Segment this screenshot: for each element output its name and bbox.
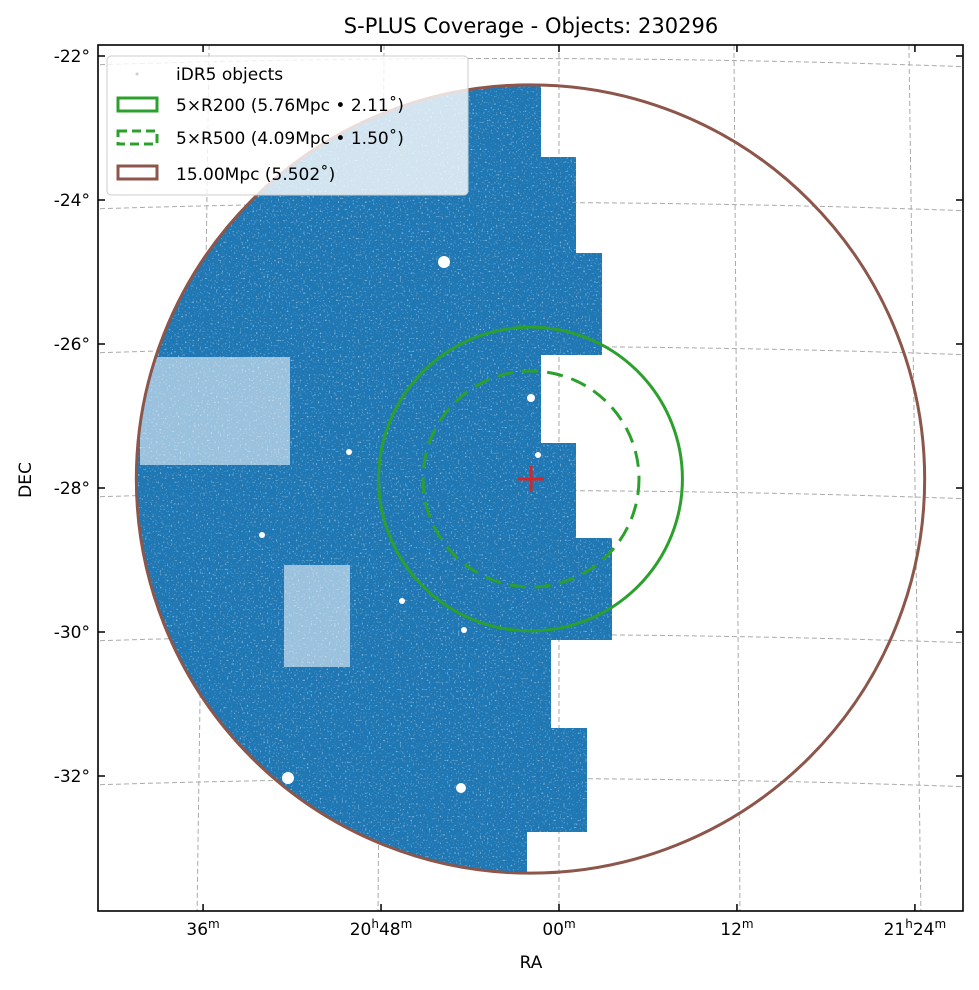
legend-15mpc-swatch xyxy=(116,164,159,181)
circle-1500mpc xyxy=(134,83,927,875)
legend-r500-swatch xyxy=(116,129,159,146)
legend-box xyxy=(106,55,469,196)
y-tick-label: -22° xyxy=(54,47,90,67)
bright-source-hole xyxy=(456,783,466,793)
radius-circles xyxy=(134,83,927,875)
y-tick-label: -28° xyxy=(54,479,90,499)
low-density-patch xyxy=(284,565,350,667)
x-tick-label: 12m xyxy=(720,917,753,940)
bright-source-hole xyxy=(438,256,450,268)
legend-r500-label: 5×R500 (4.09Mpc • 1.50˚) xyxy=(176,128,404,149)
x-tick-label: 21h24m xyxy=(884,917,947,940)
bright-source-hole xyxy=(282,772,294,784)
legend-r200-swatch xyxy=(116,96,159,113)
bright-source-hole xyxy=(527,394,535,402)
legend-objects-label: iDR5 objects xyxy=(176,65,283,85)
circle-5r200 xyxy=(377,325,684,633)
y-axis-label: DEC xyxy=(16,462,36,498)
y-tick-label: -24° xyxy=(54,191,90,211)
circle-5r500 xyxy=(421,369,641,589)
low-density-patch xyxy=(140,357,290,465)
chart-title: S-PLUS Coverage - Objects: 230296 xyxy=(344,14,718,38)
x-axis-label: RA xyxy=(520,953,543,973)
legend-r200-label: 5×R200 (5.76Mpc • 2.11˚) xyxy=(176,95,404,116)
x-tick-label: 36m xyxy=(186,917,219,940)
dec-grid-line xyxy=(98,777,963,788)
legend-15mpc-label: 15.00Mpc (5.502˚) xyxy=(176,164,335,185)
x-tick-label: 20h48m xyxy=(350,917,413,940)
bright-source-hole xyxy=(399,598,405,604)
x-tick-label: 00m xyxy=(542,917,575,940)
ra-grid-line xyxy=(908,45,922,911)
legend-objects-marker xyxy=(135,72,139,76)
y-tick-label: -26° xyxy=(54,335,90,355)
bright-source-hole xyxy=(535,452,541,458)
plot-frame xyxy=(97,44,964,912)
y-tick-label: -30° xyxy=(54,623,90,643)
bright-source-hole xyxy=(259,532,265,538)
legend: iDR5 objects 5×R200 (5.76Mpc • 2.11˚) 5×… xyxy=(106,55,469,196)
cluster-center-marker xyxy=(518,466,544,492)
bright-source-hole xyxy=(461,627,467,633)
objects-scatter-texture xyxy=(136,84,612,874)
bright-source-hole xyxy=(346,449,352,455)
dec-grid-line xyxy=(98,201,963,212)
object-coverage xyxy=(136,84,612,874)
axis-ticks: -22° -24° -26° -28° -30° -32° 21h24m 12m 00m 20h4… xyxy=(54,45,963,940)
y-tick-label: -32° xyxy=(54,767,90,787)
ra-grid-line xyxy=(733,45,741,911)
